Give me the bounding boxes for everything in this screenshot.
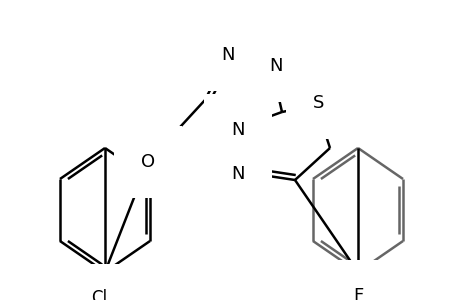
Text: N: N [231, 121, 244, 139]
Text: Cl: Cl [91, 289, 107, 300]
Text: N: N [269, 57, 282, 75]
Text: F: F [352, 287, 362, 300]
Text: S: S [313, 94, 324, 112]
Text: O: O [140, 153, 155, 171]
Text: N: N [221, 46, 234, 64]
Text: N: N [231, 165, 244, 183]
